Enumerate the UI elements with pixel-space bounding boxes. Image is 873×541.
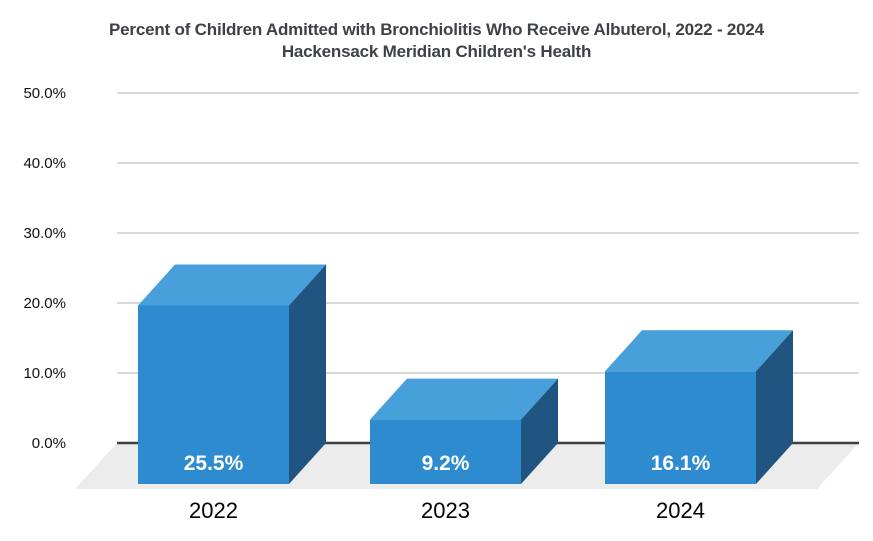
- y-axis-label: 40.0%: [23, 155, 66, 172]
- chart-title: Percent of Children Admitted with Bronch…: [109, 20, 764, 39]
- bar-top-face: [605, 330, 793, 372]
- bar-front-face: [138, 305, 289, 484]
- bar-top-face: [138, 264, 326, 306]
- bar-2024: 16.1%: [605, 330, 793, 484]
- bar-front-face: [370, 419, 521, 484]
- y-axis-label: 0.0%: [32, 435, 66, 452]
- bar-side-face: [521, 378, 558, 484]
- bar-2022: 25.5%: [138, 264, 326, 484]
- bar-side-face: [756, 330, 793, 484]
- y-axis-label: 50.0%: [23, 85, 66, 102]
- x-axis-label: 2023: [421, 498, 470, 523]
- bar-top-face: [370, 378, 558, 420]
- bar-value-label: 16.1%: [651, 452, 711, 475]
- x-axis-label: 2024: [656, 498, 705, 523]
- x-axis-label: 2022: [189, 498, 238, 523]
- bar-side-face: [289, 264, 326, 484]
- chart-title-block: Percent of Children Admitted with Bronch…: [0, 19, 873, 63]
- y-axis-label: 30.0%: [23, 225, 66, 242]
- bar-front-face: [605, 371, 756, 484]
- bar-value-label: 25.5%: [184, 452, 244, 475]
- bar-2023: 9.2%: [370, 378, 558, 484]
- y-axis-label: 10.0%: [23, 365, 66, 382]
- chart-subtitle: Hackensack Meridian Children's Health: [281, 42, 592, 61]
- bar-value-label: 9.2%: [422, 452, 470, 475]
- y-axis-label: 20.0%: [23, 295, 66, 312]
